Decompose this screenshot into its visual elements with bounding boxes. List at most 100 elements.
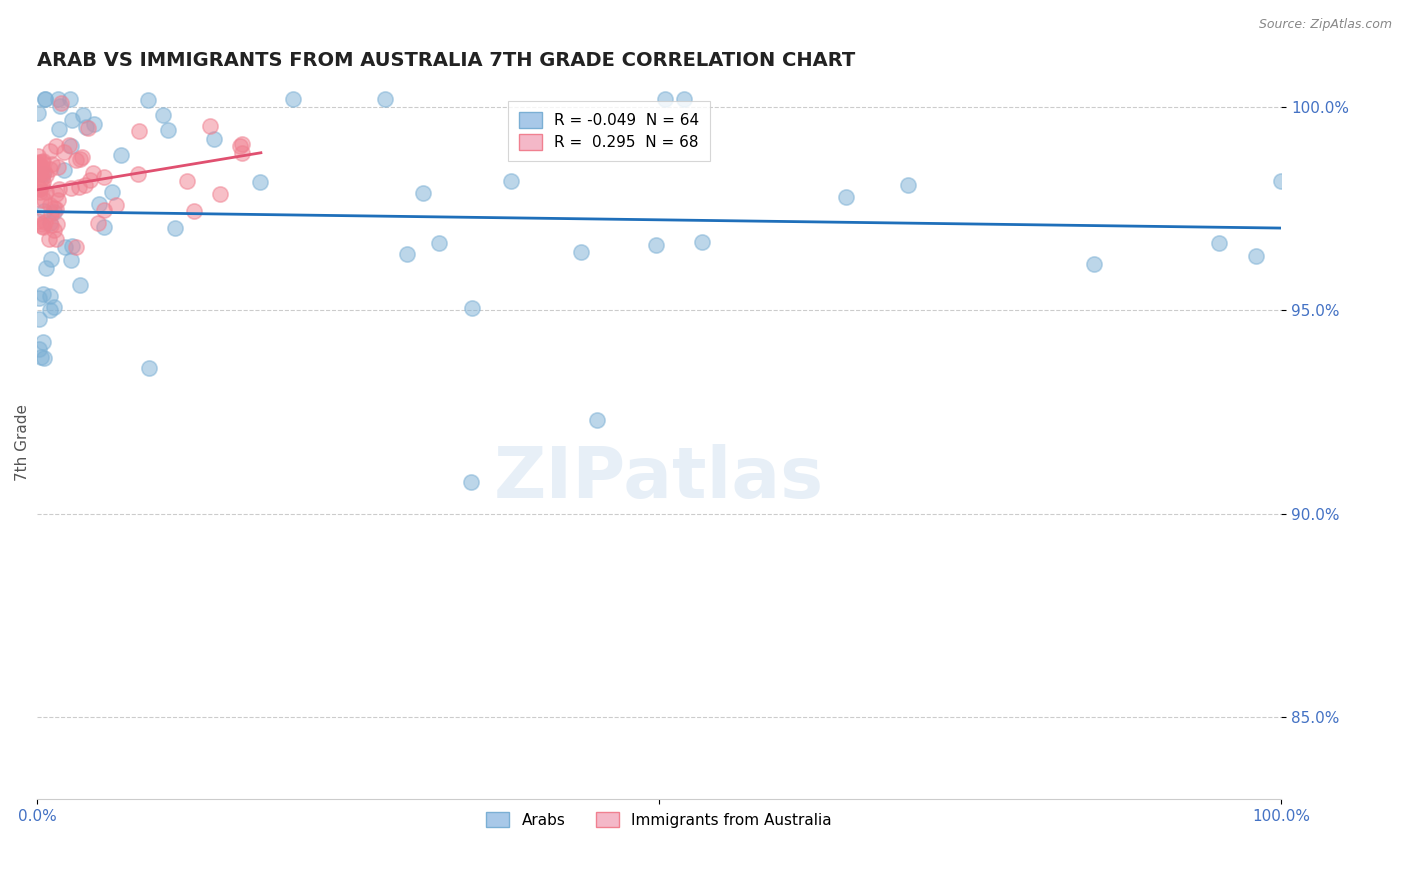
Immigrants from Australia xyxy=(27,156,49,170)
Immigrants from Australia xyxy=(45,187,67,202)
Arabs xyxy=(460,475,482,490)
Arabs xyxy=(461,301,484,315)
Immigrants from Australia xyxy=(32,193,55,207)
Arabs xyxy=(52,163,75,178)
Arabs xyxy=(1208,235,1230,250)
Immigrants from Australia xyxy=(176,174,198,188)
Arabs xyxy=(34,92,56,106)
Arabs xyxy=(1270,174,1292,188)
Arabs xyxy=(75,120,97,134)
Arabs xyxy=(374,92,396,106)
Immigrants from Australia xyxy=(93,202,115,217)
Immigrants from Australia xyxy=(38,232,60,246)
Arabs xyxy=(654,92,676,106)
Arabs xyxy=(34,92,56,106)
Immigrants from Australia xyxy=(28,181,51,195)
Immigrants from Australia xyxy=(44,223,66,237)
Immigrants from Australia xyxy=(31,179,53,194)
Arabs xyxy=(569,244,592,259)
Arabs xyxy=(60,252,83,267)
Text: ZIPatlas: ZIPatlas xyxy=(494,444,824,513)
Immigrants from Australia xyxy=(231,136,253,151)
Immigrants from Australia xyxy=(45,232,67,246)
Arabs xyxy=(60,113,83,128)
Immigrants from Australia xyxy=(38,144,60,158)
Arabs xyxy=(83,118,105,132)
Immigrants from Australia xyxy=(32,164,55,178)
Immigrants from Australia xyxy=(128,124,150,138)
Arabs xyxy=(44,301,66,315)
Legend: Arabs, Immigrants from Australia: Arabs, Immigrants from Australia xyxy=(481,805,838,834)
Arabs xyxy=(897,178,920,192)
Immigrants from Australia xyxy=(69,152,91,166)
Immigrants from Australia xyxy=(31,219,53,234)
Arabs xyxy=(27,106,49,120)
Arabs xyxy=(46,92,69,106)
Immigrants from Australia xyxy=(31,154,53,169)
Arabs xyxy=(38,289,60,303)
Immigrants from Australia xyxy=(183,204,205,219)
Immigrants from Australia xyxy=(34,215,56,229)
Arabs xyxy=(69,278,91,293)
Arabs xyxy=(165,221,187,235)
Arabs xyxy=(59,92,82,106)
Arabs xyxy=(87,196,110,211)
Immigrants from Australia xyxy=(28,182,51,196)
Immigrants from Australia xyxy=(67,179,90,194)
Immigrants from Australia xyxy=(65,239,87,253)
Arabs xyxy=(136,93,159,107)
Immigrants from Australia xyxy=(198,120,221,134)
Arabs xyxy=(156,123,179,137)
Arabs xyxy=(28,291,51,305)
Immigrants from Australia xyxy=(39,219,62,233)
Arabs xyxy=(202,132,225,146)
Arabs xyxy=(72,108,94,122)
Arabs xyxy=(1244,249,1267,263)
Immigrants from Australia xyxy=(32,175,55,189)
Text: Source: ZipAtlas.com: Source: ZipAtlas.com xyxy=(1258,18,1392,31)
Immigrants from Australia xyxy=(27,166,49,180)
Arabs xyxy=(396,247,419,261)
Immigrants from Australia xyxy=(32,219,55,234)
Immigrants from Australia xyxy=(39,206,62,220)
Arabs xyxy=(28,312,51,326)
Arabs xyxy=(281,92,304,106)
Arabs xyxy=(34,351,56,365)
Immigrants from Australia xyxy=(39,198,62,212)
Arabs xyxy=(38,303,60,318)
Arabs xyxy=(60,138,83,153)
Immigrants from Australia xyxy=(27,148,49,162)
Immigrants from Australia xyxy=(105,197,128,211)
Arabs xyxy=(39,216,62,230)
Arabs xyxy=(30,350,52,364)
Immigrants from Australia xyxy=(46,160,69,174)
Immigrants from Australia xyxy=(127,168,149,182)
Arabs xyxy=(692,235,714,250)
Immigrants from Australia xyxy=(70,149,93,163)
Arabs xyxy=(834,190,856,204)
Immigrants from Australia xyxy=(28,185,51,199)
Arabs xyxy=(32,334,55,349)
Arabs xyxy=(585,413,607,427)
Arabs xyxy=(32,287,55,301)
Arabs xyxy=(101,185,124,199)
Immigrants from Australia xyxy=(75,178,97,192)
Arabs xyxy=(60,238,83,252)
Immigrants from Australia xyxy=(42,201,65,215)
Immigrants from Australia xyxy=(28,158,51,172)
Immigrants from Australia xyxy=(52,145,75,159)
Immigrants from Australia xyxy=(208,186,231,201)
Arabs xyxy=(93,219,115,234)
Arabs xyxy=(110,148,132,162)
Immigrants from Australia xyxy=(48,182,70,196)
Immigrants from Australia xyxy=(79,173,101,187)
Arabs xyxy=(1083,257,1105,271)
Immigrants from Australia xyxy=(229,139,252,153)
Arabs xyxy=(644,238,666,252)
Immigrants from Australia xyxy=(46,217,69,231)
Immigrants from Australia xyxy=(93,169,115,184)
Arabs xyxy=(501,174,523,188)
Arabs xyxy=(35,260,58,275)
Immigrants from Australia xyxy=(45,139,67,153)
Immigrants from Australia xyxy=(30,193,52,207)
